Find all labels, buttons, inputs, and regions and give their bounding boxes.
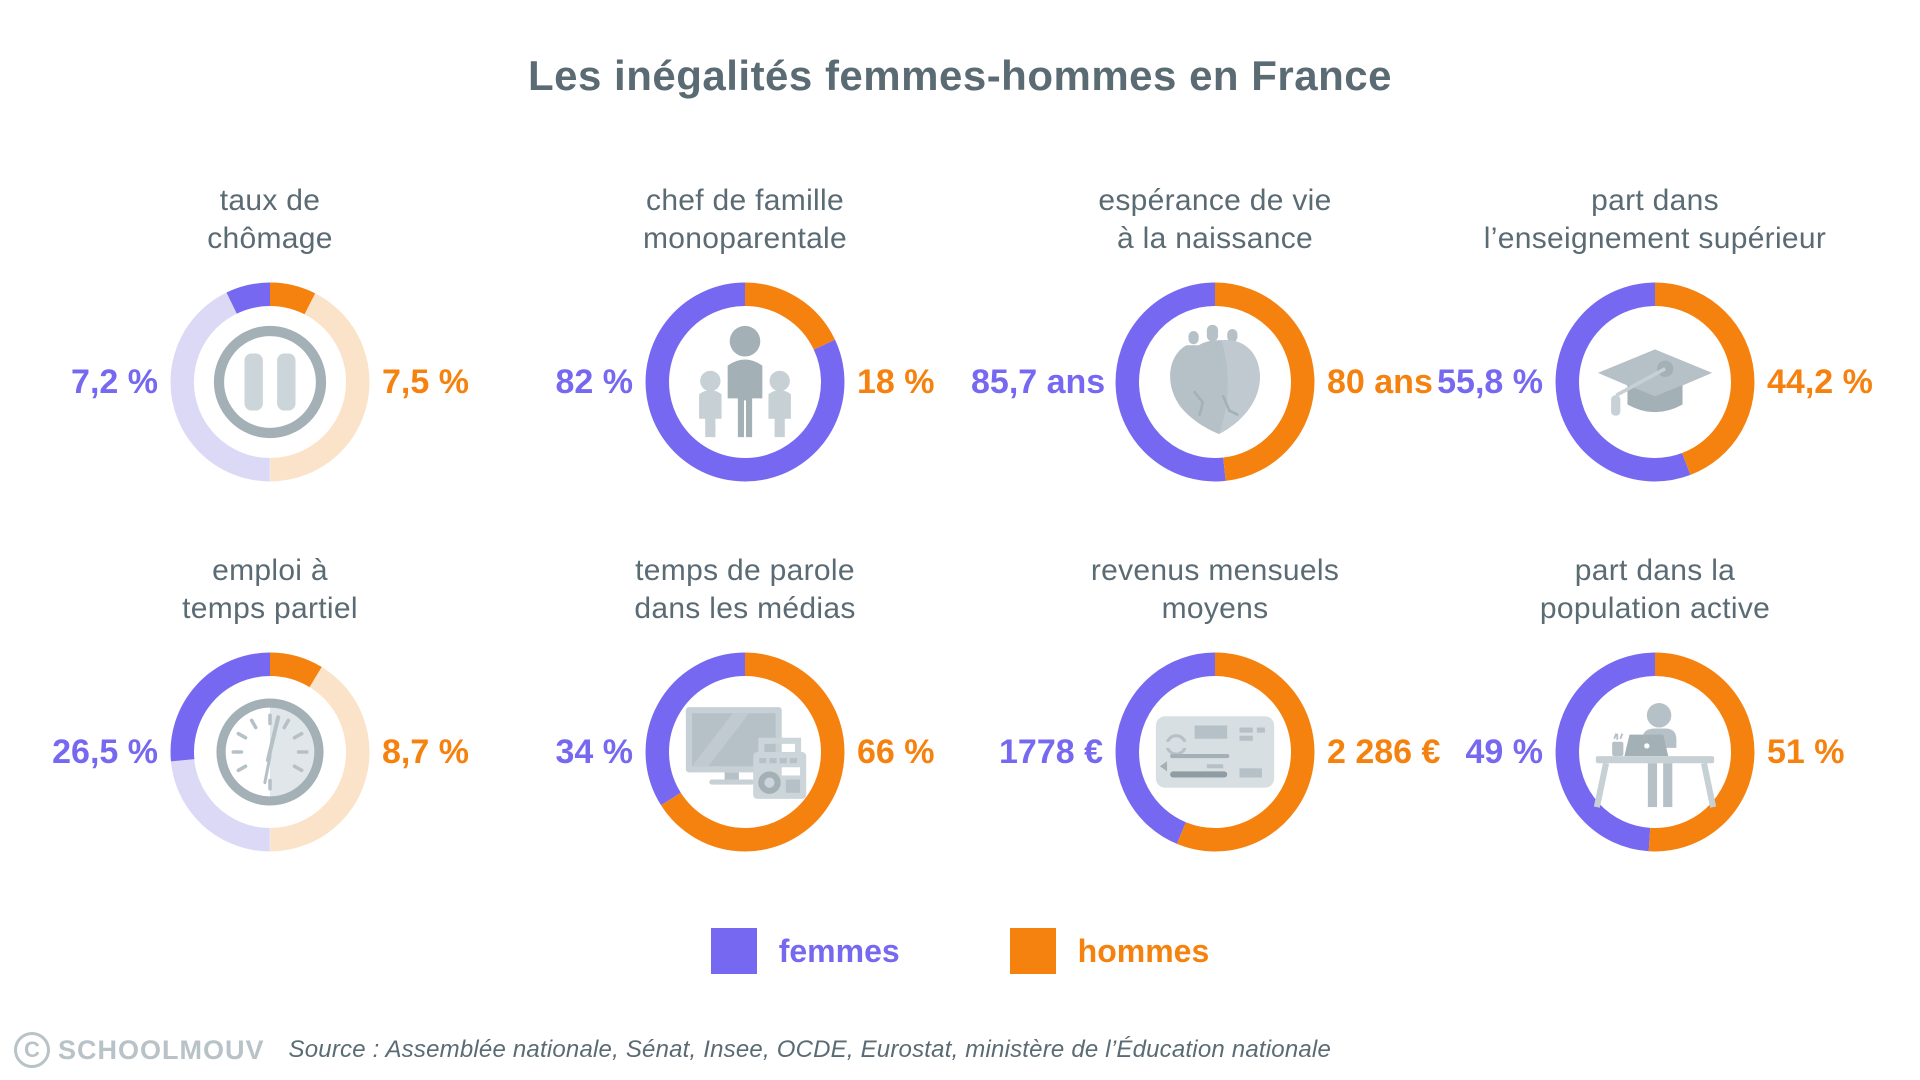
femmes-value: 85,7 ans [971, 362, 1106, 401]
chart-title: taux de chômage [207, 182, 333, 258]
chart-chef-de-famille: chef de famille monoparentale 82 % 18 % [500, 182, 990, 484]
chart-title: chef de famille monoparentale [643, 182, 847, 258]
chart-title-line: temps de parole [635, 554, 855, 587]
donut-chart [1555, 282, 1755, 482]
chart-title-line: temps partiel [182, 592, 358, 625]
chart-title-line: chômage [207, 222, 333, 255]
hommes-value: 18 % [857, 362, 935, 401]
hommes-value: 7,5 % [382, 362, 469, 401]
chart-temps-de-parole: temps de parole dans les médias 34 % 66 % [500, 552, 990, 854]
femmes-value: 7,2 % [71, 362, 158, 401]
femmes-value: 34 % [555, 732, 634, 771]
tv-radio-icon [685, 707, 807, 799]
femmes-value: 82 % [555, 362, 634, 401]
chart-title: part dans la population active [1540, 552, 1770, 628]
chart-title-line: chef de famille [646, 184, 844, 217]
donut-chart [170, 282, 370, 482]
heart-icon [1170, 324, 1260, 435]
legend-item-femmes: femmes [710, 928, 900, 974]
chart-enseignement-superieur: part dans l’enseignement supérieur 55,8 %… [1410, 182, 1900, 484]
legend-label-femmes: femmes [778, 932, 900, 969]
chart-title-line: taux de [219, 184, 321, 217]
hommes-swatch [1009, 928, 1056, 974]
chart-title-line: dans les médias [634, 592, 856, 625]
legend-item-hommes: hommes [1009, 928, 1210, 974]
donut-chart [1115, 282, 1315, 482]
chart-temps-partiel: emploi à temps partiel 26,5 % 8,7 % [25, 552, 515, 854]
page-title: Les inégalités femmes-hommes en France [528, 52, 1392, 99]
family-icon [699, 325, 791, 438]
hommes-value: 80 ans [1327, 362, 1433, 401]
chart-title-line: population active [1539, 592, 1771, 625]
chart-title-line: monoparentale [642, 222, 848, 255]
chart-taux-de-chomage: taux de chômage 7,2 % 7,5 % [25, 182, 515, 484]
chart-title: espérance de vie à la naissance [1098, 182, 1331, 258]
hommes-value: 51 % [1767, 732, 1845, 771]
clock-icon [216, 698, 324, 806]
source-text: Source : Assemblée nationale, Sénat, Ins… [288, 1036, 1331, 1063]
donut-chart [645, 652, 845, 852]
copyright-icon: C [14, 1032, 50, 1068]
hommes-value: 44,2 % [1767, 362, 1873, 401]
legend: femmes hommes [0, 928, 1920, 974]
chart-esperance-de-vie: espérance de vie à la naissance 85,7 ans … [970, 182, 1460, 484]
femmes-value: 26,5 % [52, 732, 158, 771]
donut-chart [645, 282, 845, 482]
chart-title: emploi à temps partiel [182, 552, 358, 628]
chart-title: part dans l’enseignement supérieur [1484, 182, 1826, 258]
payslip-icon [1155, 716, 1275, 788]
chart-title-line: revenus mensuels [1090, 554, 1340, 587]
femmes-value: 55,8 % [1437, 362, 1543, 401]
footer: C SCHOOLMOUV Source : Assemblée national… [14, 1032, 1331, 1068]
chart-title-line: part dans la [1574, 554, 1736, 587]
femmes-swatch [710, 928, 757, 974]
chart-title-line: moyens [1161, 592, 1269, 625]
worker-desk-icon [1593, 703, 1717, 808]
chart-title-line: l’enseignement supérieur [1483, 222, 1827, 255]
chart-title-line: à la naissance [1116, 222, 1313, 255]
chart-title: revenus mensuels moyens [1091, 552, 1339, 628]
chart-revenus-mensuels: revenus mensuels moyens 1778 € 2 286 € [970, 552, 1460, 854]
pause-icon [213, 325, 327, 439]
donut-chart [1115, 652, 1315, 852]
hommes-value: 8,7 % [382, 732, 469, 771]
chart-title-line: espérance de vie [1098, 184, 1332, 217]
chart-title: temps de parole dans les médias [634, 552, 855, 628]
donut-chart [170, 652, 370, 852]
schoolmouv-logo: SCHOOLMOUV [58, 1034, 265, 1065]
femmes-value: 49 % [1465, 732, 1544, 771]
donut-chart [1555, 652, 1755, 852]
legend-label-hommes: hommes [1077, 932, 1210, 969]
hommes-value: 2 286 € [1327, 732, 1441, 771]
chart-population-active: part dans la population active 49 % 51 % [1410, 552, 1900, 854]
femmes-value: 1778 € [999, 732, 1103, 771]
chart-title-line: part dans [1591, 184, 1719, 217]
graduation-cap-icon [1597, 349, 1713, 416]
hommes-value: 66 % [857, 732, 935, 771]
chart-title-line: emploi à [212, 554, 328, 587]
